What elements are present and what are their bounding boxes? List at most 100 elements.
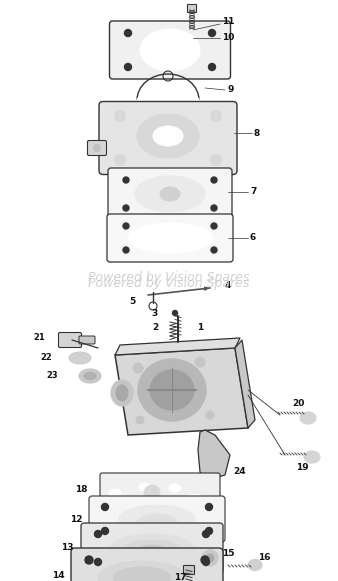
Text: 3: 3 <box>152 309 158 317</box>
Circle shape <box>202 558 210 565</box>
Ellipse shape <box>189 494 201 502</box>
Circle shape <box>85 556 93 564</box>
FancyBboxPatch shape <box>100 473 220 513</box>
Circle shape <box>124 63 131 70</box>
Circle shape <box>206 504 213 511</box>
FancyBboxPatch shape <box>89 496 225 542</box>
Text: 12: 12 <box>71 515 83 523</box>
FancyBboxPatch shape <box>110 21 231 79</box>
Ellipse shape <box>169 484 181 492</box>
Circle shape <box>206 528 213 535</box>
Ellipse shape <box>109 489 121 497</box>
Circle shape <box>206 411 214 419</box>
Text: 14: 14 <box>52 572 65 580</box>
Circle shape <box>95 558 101 565</box>
Ellipse shape <box>140 29 200 71</box>
Ellipse shape <box>137 114 199 158</box>
Circle shape <box>209 63 216 70</box>
Circle shape <box>211 155 221 166</box>
Text: 4: 4 <box>225 281 232 289</box>
Text: 6: 6 <box>250 234 256 242</box>
Circle shape <box>115 155 125 166</box>
Text: 15: 15 <box>222 550 235 558</box>
Text: 17: 17 <box>174 573 186 581</box>
Circle shape <box>202 550 218 566</box>
Text: 18: 18 <box>75 485 88 493</box>
Ellipse shape <box>124 540 180 560</box>
Ellipse shape <box>304 451 320 463</box>
Ellipse shape <box>116 385 128 401</box>
Text: 24: 24 <box>233 468 246 476</box>
Circle shape <box>123 223 129 229</box>
Ellipse shape <box>138 545 166 555</box>
Text: 7: 7 <box>250 188 257 196</box>
Ellipse shape <box>153 126 183 146</box>
Text: 13: 13 <box>62 543 74 553</box>
Polygon shape <box>115 338 240 355</box>
Text: 16: 16 <box>258 554 270 562</box>
FancyBboxPatch shape <box>79 336 95 344</box>
FancyBboxPatch shape <box>108 168 232 220</box>
Ellipse shape <box>248 560 262 571</box>
Text: 23: 23 <box>46 371 58 381</box>
Ellipse shape <box>113 567 171 581</box>
Ellipse shape <box>111 380 133 406</box>
Polygon shape <box>198 430 230 480</box>
Text: 22: 22 <box>40 353 52 363</box>
Ellipse shape <box>79 369 101 383</box>
Text: 21: 21 <box>33 332 45 342</box>
Text: 20: 20 <box>292 400 304 408</box>
Circle shape <box>211 223 217 229</box>
Circle shape <box>124 30 131 37</box>
Ellipse shape <box>160 187 180 201</box>
Circle shape <box>202 530 210 537</box>
Ellipse shape <box>137 514 177 532</box>
Circle shape <box>133 363 143 373</box>
Ellipse shape <box>128 223 212 253</box>
Text: 11: 11 <box>222 17 235 27</box>
Text: 2: 2 <box>152 322 158 332</box>
Polygon shape <box>235 340 255 428</box>
Circle shape <box>211 205 217 211</box>
FancyBboxPatch shape <box>184 565 194 575</box>
Ellipse shape <box>150 370 194 410</box>
Circle shape <box>209 30 216 37</box>
Circle shape <box>115 110 125 121</box>
Ellipse shape <box>69 352 91 364</box>
FancyBboxPatch shape <box>71 548 223 581</box>
Circle shape <box>95 530 101 537</box>
Ellipse shape <box>300 412 316 424</box>
Ellipse shape <box>110 534 194 566</box>
Ellipse shape <box>135 176 205 212</box>
Circle shape <box>201 556 209 564</box>
Text: 9: 9 <box>227 85 233 95</box>
Text: 5: 5 <box>129 297 135 307</box>
Ellipse shape <box>94 145 100 152</box>
FancyBboxPatch shape <box>88 141 106 156</box>
Circle shape <box>206 554 214 562</box>
Ellipse shape <box>137 93 199 107</box>
Ellipse shape <box>138 359 206 421</box>
Ellipse shape <box>119 505 195 533</box>
Ellipse shape <box>139 483 151 491</box>
Ellipse shape <box>169 310 181 317</box>
Ellipse shape <box>84 372 96 379</box>
Circle shape <box>211 247 217 253</box>
Circle shape <box>101 528 108 535</box>
Ellipse shape <box>98 561 186 581</box>
Circle shape <box>123 247 129 253</box>
Text: 1: 1 <box>197 324 203 332</box>
FancyBboxPatch shape <box>81 523 223 573</box>
Circle shape <box>136 416 144 424</box>
Circle shape <box>144 485 160 501</box>
Text: 8: 8 <box>254 128 260 138</box>
Polygon shape <box>115 348 248 435</box>
Circle shape <box>101 504 108 511</box>
Circle shape <box>211 177 217 183</box>
Circle shape <box>123 177 129 183</box>
FancyBboxPatch shape <box>107 214 233 262</box>
Circle shape <box>172 310 177 315</box>
FancyBboxPatch shape <box>188 5 196 13</box>
Text: 19: 19 <box>296 464 308 472</box>
FancyBboxPatch shape <box>99 102 237 174</box>
